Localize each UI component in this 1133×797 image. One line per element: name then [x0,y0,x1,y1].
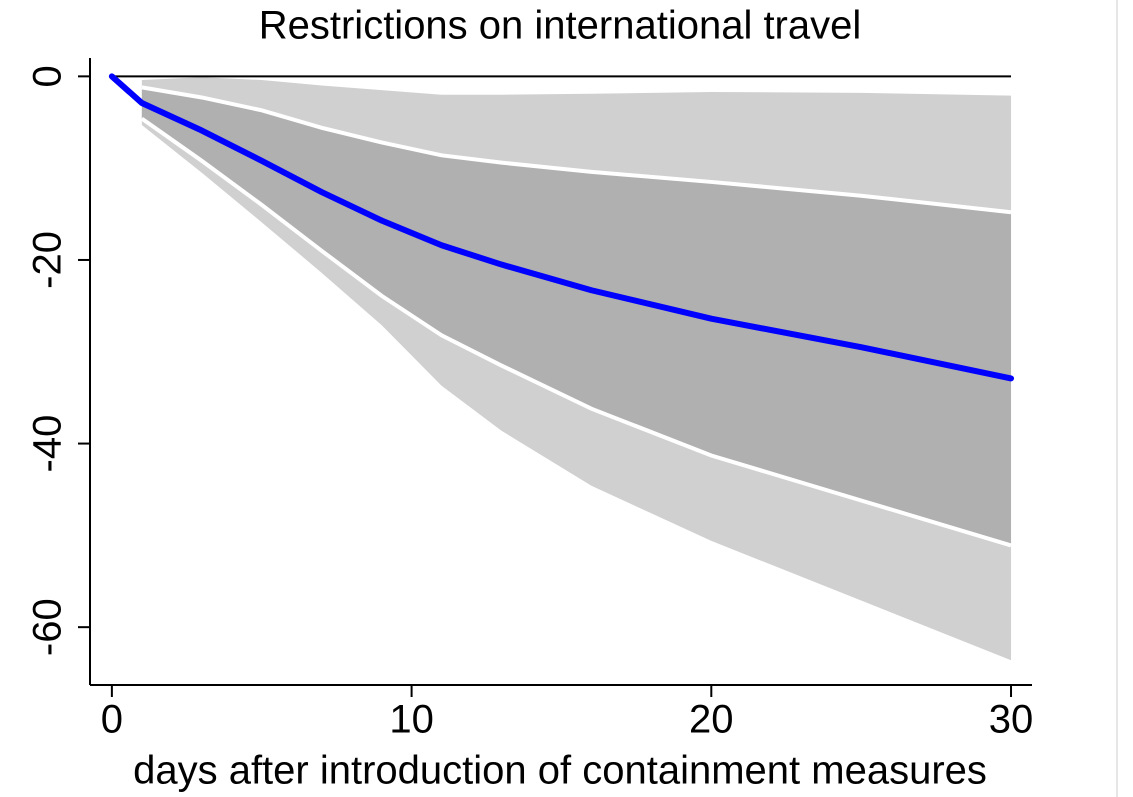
band-edge [140,116,1012,548]
line [108,73,1015,382]
y-tick-label: -60 [26,598,70,656]
x-axis-label: days after introduction of containment m… [133,749,987,793]
x-tick-label: 10 [389,698,434,742]
y-tick-label: -20 [26,231,70,289]
band-edge [141,85,1012,215]
x-tick-label: 20 [689,698,734,742]
y-tick-label: -40 [26,415,70,473]
chart-title: Restrictions on international travel [259,4,862,48]
x-tick-label: 30 [989,698,1034,742]
confidence-band [141,87,1012,546]
x-tick-label: 0 [101,698,123,742]
y-tick-label: 0 [26,65,70,87]
